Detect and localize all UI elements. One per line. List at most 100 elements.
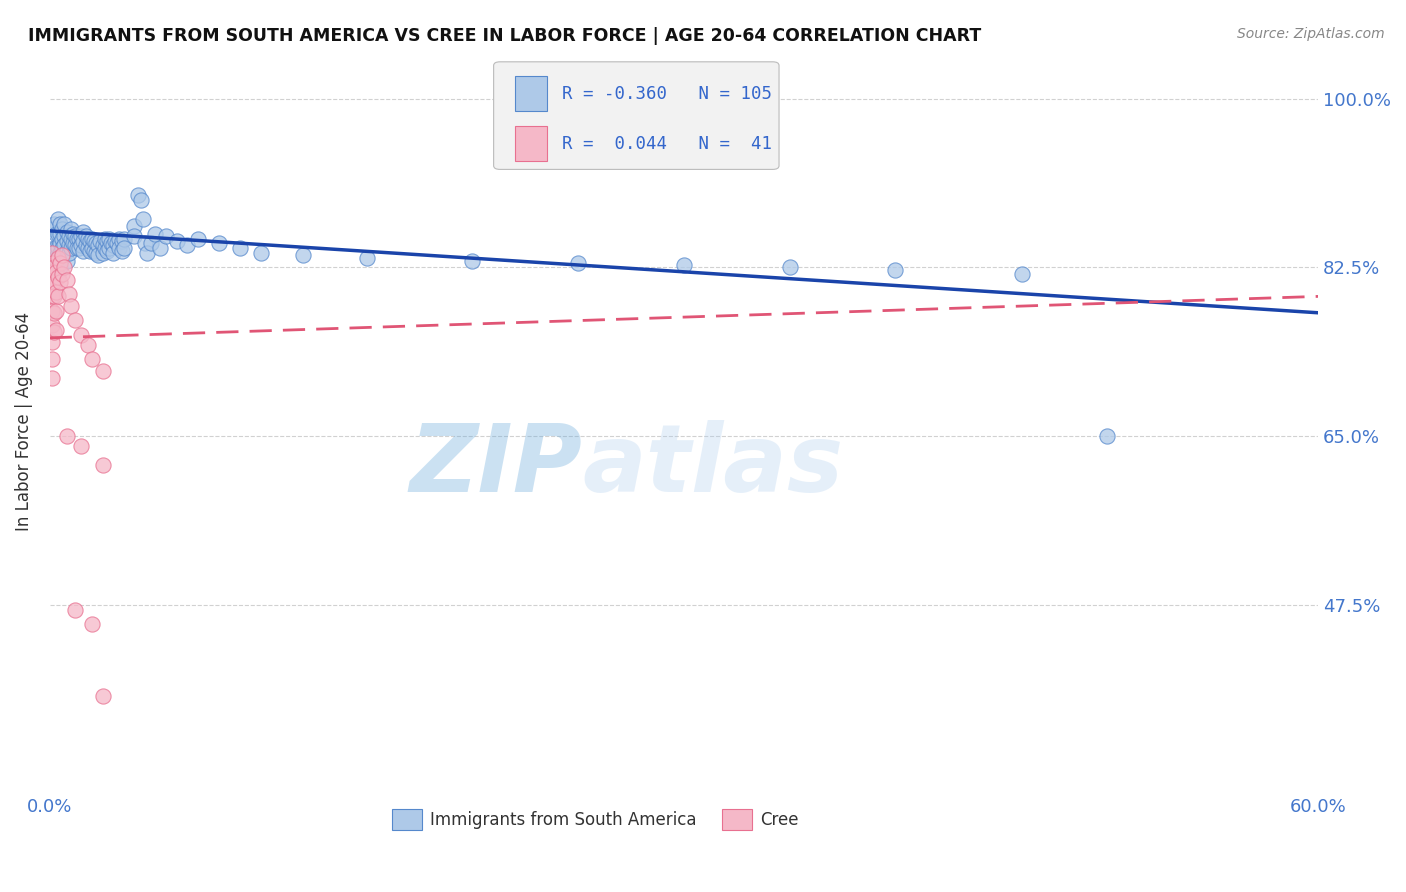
Point (105, 236, 128, 251)
Point (41, 334, 63, 349)
Point (46, 212, 69, 227)
Point (59, 231, 82, 245)
Point (101, 238, 124, 252)
Point (208, 236, 231, 251)
Point (55, 244, 77, 259)
Point (59, 241, 82, 255)
Point (97, 231, 120, 245)
Point (45, 285, 67, 299)
Point (45, 265, 67, 279)
Point (84, 246, 107, 260)
Point (461, 253, 484, 268)
Point (51, 222, 73, 236)
Point (51, 248, 73, 262)
Point (58, 246, 80, 260)
Point (42, 289, 65, 303)
Point (187, 231, 209, 245)
Point (75, 228, 97, 243)
Point (63, 602, 86, 616)
Point (89, 235, 111, 249)
Point (91, 690, 114, 704)
Point (884, 263, 907, 277)
Point (134, 236, 156, 251)
Point (176, 238, 198, 252)
Point (1011, 267, 1033, 281)
Point (41, 303, 63, 318)
Point (356, 251, 378, 265)
Text: IMMIGRANTS FROM SOUTH AMERICA VS CREE IN LABOR FORCE | AGE 20-64 CORRELATION CHA: IMMIGRANTS FROM SOUTH AMERICA VS CREE IN… (28, 27, 981, 45)
Point (41, 255, 63, 269)
FancyBboxPatch shape (515, 126, 547, 161)
Point (100, 236, 122, 251)
Point (72, 235, 94, 249)
Point (79, 244, 101, 259)
Point (58, 238, 80, 252)
Point (72, 244, 94, 259)
Point (45, 323, 67, 337)
Point (45, 255, 67, 269)
Point (46, 251, 69, 265)
Point (155, 228, 177, 243)
Point (70, 439, 93, 453)
Y-axis label: In Labor Force | Age 20-64: In Labor Force | Age 20-64 (15, 312, 32, 532)
Point (45, 241, 67, 255)
Point (112, 241, 135, 255)
Point (76, 241, 98, 255)
Point (96, 244, 118, 259)
Point (41, 265, 63, 279)
Point (101, 246, 124, 260)
Point (63, 238, 86, 252)
Point (84, 236, 107, 251)
Point (75, 238, 97, 252)
Point (70, 238, 93, 252)
Point (91, 246, 114, 260)
Point (55, 429, 77, 443)
Point (93, 231, 115, 245)
Point (96, 235, 118, 249)
Point (80, 241, 103, 255)
FancyBboxPatch shape (494, 62, 779, 169)
Point (87, 248, 110, 262)
Point (42, 260, 65, 275)
Point (42, 275, 65, 289)
Point (62, 227, 84, 241)
Point (149, 241, 172, 255)
Point (46, 241, 69, 255)
Point (55, 225, 77, 239)
Point (67, 241, 90, 255)
Point (59, 299, 82, 313)
Point (53, 260, 76, 275)
Point (41, 222, 63, 236)
Point (42, 217, 65, 231)
Text: Source: ZipAtlas.com: Source: ZipAtlas.com (1237, 27, 1385, 41)
Point (63, 228, 86, 243)
Point (42, 255, 65, 269)
Point (45, 303, 67, 318)
Point (42, 241, 65, 255)
Point (91, 458, 114, 472)
Point (41, 352, 63, 367)
Point (66, 231, 89, 245)
Point (46, 251, 69, 265)
Point (80, 231, 103, 245)
Point (42, 306, 65, 320)
Point (58, 228, 80, 243)
Point (567, 255, 589, 269)
Point (672, 258, 695, 272)
Point (127, 188, 149, 202)
Point (41, 289, 63, 303)
Text: atlas: atlas (582, 420, 844, 512)
Point (53, 228, 76, 243)
Point (97, 241, 120, 255)
Point (80, 352, 103, 367)
Point (139, 236, 162, 251)
Point (59, 222, 82, 236)
Point (292, 248, 315, 262)
Point (41, 246, 63, 260)
Point (166, 235, 188, 249)
Text: ZIP: ZIP (409, 420, 582, 512)
Point (42, 325, 65, 339)
Point (45, 227, 67, 241)
Point (51, 231, 73, 245)
Point (145, 227, 167, 241)
